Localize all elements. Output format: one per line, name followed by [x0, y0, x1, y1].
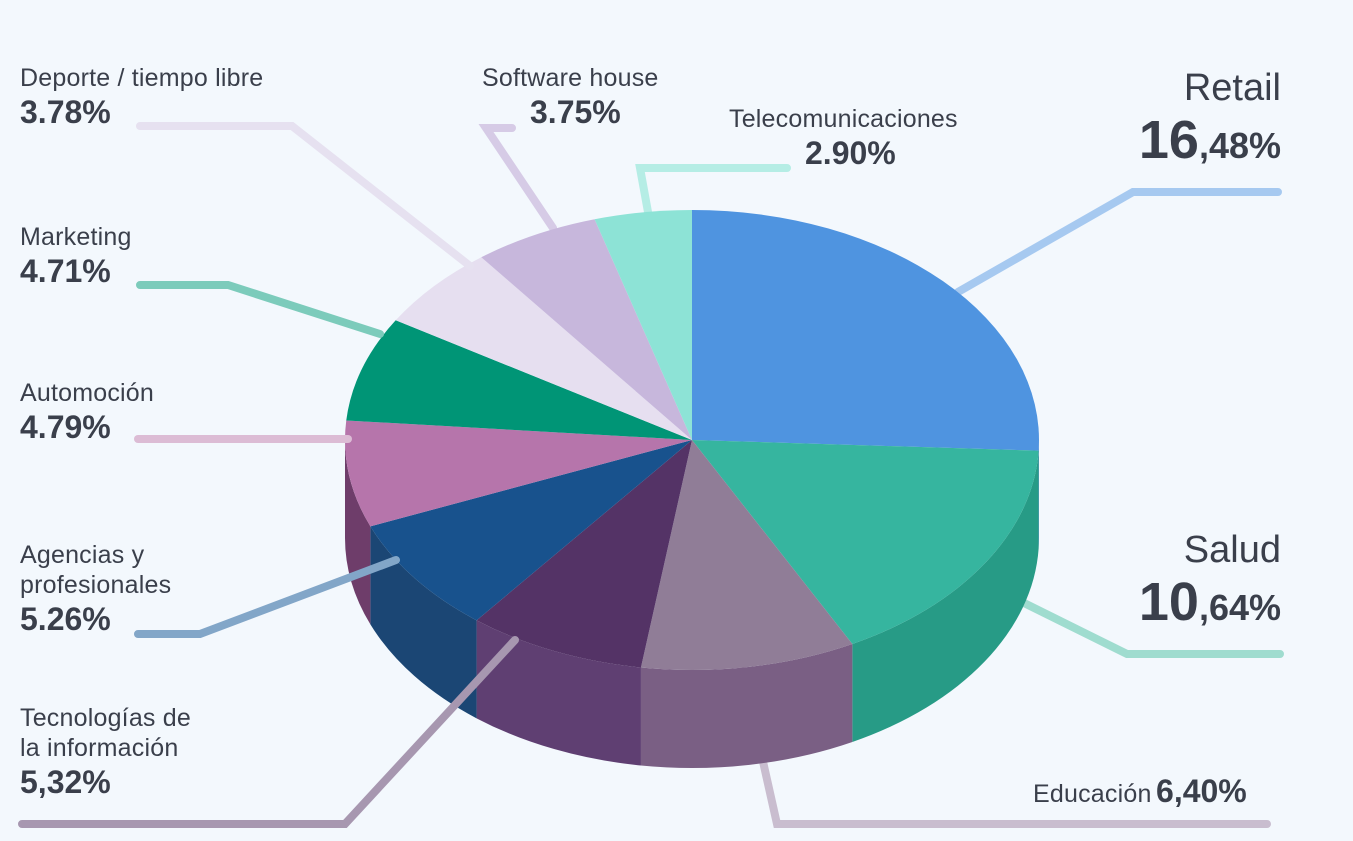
label-salud: Salud 10,64% — [1139, 528, 1281, 634]
label-educacion: Educación 6,40% — [1033, 772, 1247, 810]
label-educacion-name: Educación — [1033, 780, 1152, 808]
label-agencias-value: 5.26% — [20, 601, 111, 637]
pie-slice-deporte-tiempo-libre — [395, 257, 692, 440]
label-marketing-value: 4.71% — [20, 253, 111, 289]
label-retail: Retail 16,48% — [1139, 66, 1281, 172]
label-software-name: Software house — [482, 64, 659, 92]
label-tecnologias-line2: la información — [20, 734, 179, 762]
label-retail-name: Retail — [1183, 67, 1281, 109]
pie-sides — [345, 440, 1039, 768]
pie-side-educacion — [640, 643, 853, 768]
label-deporte-name: Deporte / tiempo libre — [20, 64, 264, 92]
label-telecom-value: 2.90% — [805, 135, 896, 171]
label-educacion-value: 6,40% — [1156, 773, 1247, 809]
label-agencias: Agencias y profesionales 5.26% — [20, 540, 171, 638]
label-tecnologias-line1: Tecnologías de — [20, 704, 191, 732]
label-marketing: Marketing 4.71% — [20, 222, 132, 290]
leader-lines-front — [18, 122, 519, 828]
leader-line-telecom — [635, 164, 791, 216]
leader-line-software — [478, 124, 557, 232]
pie-slice-software-house — [481, 219, 692, 440]
pie-slice-educacion — [640, 440, 853, 670]
label-retail-int: 16 — [1138, 109, 1199, 170]
label-automocion: Automoción 4.79% — [20, 378, 154, 446]
label-salud-int: 10 — [1138, 571, 1199, 632]
label-telecom-name: Telecomunicaciones — [729, 105, 958, 133]
leader-line-tecnologias — [18, 636, 519, 828]
pie-slice-telecomunicaciones — [594, 210, 692, 440]
label-deporte: Deporte / tiempo libre 3.78% — [20, 63, 263, 131]
label-agencias-line2: profesionales — [20, 571, 172, 599]
pie-side-salud — [852, 450, 1039, 742]
pie-side-tecnologias-de-la-informacion — [476, 620, 641, 766]
label-tecnologias-value: 5,32% — [20, 764, 111, 800]
leader-line-agencias — [134, 556, 400, 638]
label-automocion-value: 4.79% — [20, 409, 111, 445]
leader-line-marketing — [136, 281, 384, 338]
pie-side-agencias-y-profesionales — [370, 526, 477, 719]
pie-tops — [345, 210, 1039, 670]
label-deporte-value: 3.78% — [20, 94, 111, 130]
label-agencias-line1: Agencias y — [20, 541, 145, 569]
label-telecom: Telecomunicaciones 2.90% — [729, 104, 958, 172]
leader-line-deporte — [136, 122, 474, 270]
label-automocion-name: Automoción — [20, 379, 155, 407]
pie-slice-marketing — [346, 320, 692, 440]
label-retail-dec: ,48% — [1198, 124, 1281, 166]
pie-slice-automocion — [345, 420, 692, 527]
label-salud-name: Salud — [1183, 529, 1281, 571]
pie-slice-agencias-y-profesionales — [370, 440, 692, 621]
label-retail-value: 16,48% — [1139, 108, 1281, 173]
pie-slice-salud — [692, 440, 1039, 644]
leader-line-salud — [1014, 596, 1284, 658]
label-software: Software house 3.75% — [482, 63, 659, 131]
leader-line-retail — [954, 188, 1282, 296]
leader-lines — [478, 124, 1284, 828]
pie-slice-tecnologias-de-la-informacion — [476, 440, 692, 668]
label-salud-value: 10,64% — [1139, 570, 1281, 635]
label-tecnologias: Tecnologías de la información 5,32% — [20, 703, 191, 801]
pie-slice-retail — [692, 210, 1039, 451]
label-salud-dec: ,64% — [1198, 586, 1281, 628]
label-marketing-name: Marketing — [20, 223, 132, 251]
label-software-value: 3.75% — [530, 94, 621, 130]
